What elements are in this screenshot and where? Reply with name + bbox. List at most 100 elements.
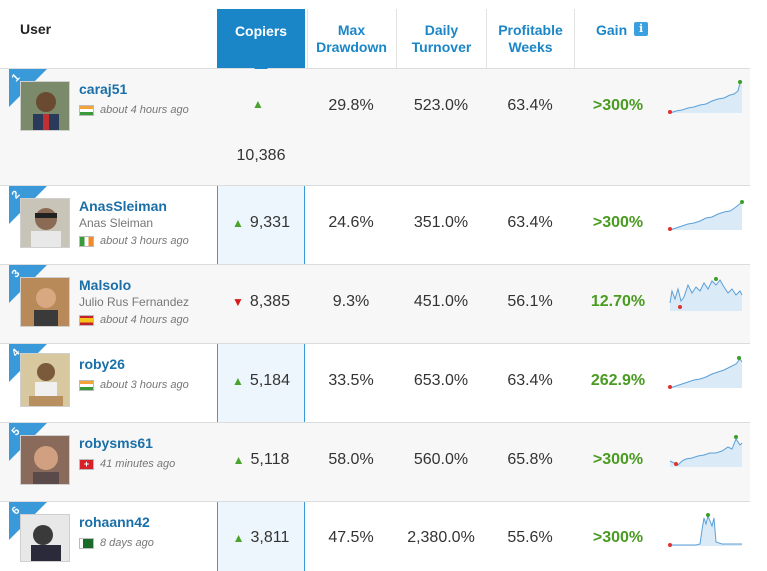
gain-value: >300% (592, 529, 644, 546)
profitable-weeks-value: 63.4% (507, 214, 553, 231)
header-copiers[interactable]: Copiers (217, 9, 305, 75)
max-drawdown-value: 47.5% (328, 529, 374, 546)
last-seen: about 3 hours ago (100, 235, 189, 247)
last-seen: 8 days ago (100, 537, 154, 549)
header-daily-turnover-line1: Daily (424, 21, 459, 38)
real-name: Julio Rus Fernandez (79, 295, 190, 309)
gain-sparkline[interactable] (666, 77, 746, 117)
gain-value: 262.9% (590, 372, 646, 389)
username-link[interactable]: roby26 (79, 356, 125, 372)
table-row[interactable]: 5 robysms61 + 41 minutes ago ▲ 5,118 58.0… (0, 423, 750, 502)
header-daily-turnover[interactable]: Daily Turnover (396, 9, 486, 68)
avatar[interactable] (20, 435, 70, 485)
gain-value: >300% (592, 214, 644, 231)
header-daily-turnover-line2: Turnover (411, 38, 472, 55)
max-drawdown-value: 24.6% (328, 214, 374, 231)
header-profitable-weeks-line2: Weeks (508, 38, 553, 55)
last-seen: 41 minutes ago (100, 458, 176, 470)
avatar[interactable] (20, 514, 70, 562)
profitable-weeks-value: 55.6% (507, 529, 553, 546)
header-gain-label: Gain (596, 22, 628, 38)
header-profitable-weeks-line1: Profitable (498, 21, 563, 38)
username-link[interactable]: caraj51 (79, 81, 128, 97)
gain-sparkline[interactable] (666, 352, 746, 392)
header-max-drawdown-line1: Max (337, 21, 366, 38)
header-max-drawdown-line2: Drawdown (316, 38, 387, 55)
arrow-up-icon: ▲ (232, 374, 244, 388)
header-max-drawdown[interactable]: Max Drawdown (307, 9, 395, 68)
user-meta: about 3 hours ago (79, 235, 189, 247)
user-meta: 8 days ago (79, 537, 154, 549)
table-row[interactable]: 3 Malsolo Julio Rus Fernandez about 4 ho… (0, 265, 750, 344)
copiers-value-cell: ▲ 3,811 (217, 529, 305, 547)
last-seen: about 3 hours ago (100, 379, 189, 391)
daily-turnover-value: 351.0% (413, 214, 469, 231)
gain-sparkline[interactable] (666, 196, 746, 236)
header-user-label: User (20, 21, 52, 37)
header-gain[interactable]: Gain i (574, 9, 750, 68)
last-seen: about 4 hours ago (100, 314, 189, 326)
info-icon[interactable]: i (634, 22, 649, 36)
avatar[interactable] (20, 277, 70, 327)
username-link[interactable]: AnasSleiman (79, 198, 167, 214)
user-meta: + 41 minutes ago (79, 458, 175, 470)
copiers-value: 5,118 (250, 451, 290, 468)
daily-turnover-value: 653.0% (413, 372, 469, 389)
daily-turnover-value: 523.0% (413, 97, 469, 114)
gain-sparkline[interactable] (666, 431, 746, 471)
username-link[interactable]: Malsolo (79, 277, 132, 293)
table-row[interactable]: 2 AnasSleiman Anas Sleiman about 3 hours… (0, 186, 750, 265)
profitable-weeks-value: 56.1% (507, 293, 553, 310)
user-meta: about 4 hours ago (79, 104, 189, 116)
copiers-value-cell: ▲ 5,118 (217, 451, 305, 469)
table-header: User Copiers Max Drawdown Daily Turnover P… (0, 9, 750, 75)
header-profitable-weeks[interactable]: Profitable Weeks (486, 9, 574, 68)
arrow-down-icon: ▼ (232, 295, 244, 309)
copiers-value-cell: ▼ 8,385 (217, 293, 305, 311)
arrow-up-icon: ▲ (232, 453, 245, 467)
max-drawdown-value: 9.3% (332, 293, 370, 310)
avatar[interactable] (20, 81, 70, 131)
avatar[interactable] (20, 198, 70, 248)
arrow-up-icon: ▲ (232, 531, 245, 545)
copiers-value: 9,331 (249, 214, 290, 231)
copiers-value: 10,386 (236, 147, 286, 164)
gain-sparkline[interactable] (666, 273, 746, 313)
gain-value: >300% (592, 97, 644, 114)
gain-sparkline[interactable] (666, 510, 746, 550)
copiers-value: 3,811 (250, 529, 290, 546)
user-meta: about 4 hours ago (79, 314, 189, 326)
gain-value: >300% (592, 451, 644, 468)
max-drawdown-value: 58.0% (328, 451, 374, 468)
daily-turnover-value: 451.0% (413, 293, 469, 310)
arrow-up-icon: ▲ (232, 216, 244, 230)
max-drawdown-value: 33.5% (328, 372, 374, 389)
daily-turnover-value: 560.0% (413, 451, 469, 468)
username-link[interactable]: rohaann42 (79, 514, 150, 530)
table-row[interactable]: 6 rohaann42 8 days ago ▲ 3,811 47.5% 2,38… (0, 502, 750, 571)
profitable-weeks-value: 65.8% (507, 451, 553, 468)
username-link[interactable]: robysms61 (79, 435, 153, 451)
gain-value: 12.70% (590, 293, 646, 310)
copiers-value-cell: ▲ 9,331 (217, 214, 305, 232)
switzerland-flag-icon: + (79, 458, 94, 470)
user-meta: about 3 hours ago (79, 379, 189, 391)
copiers-value-cell: ▲ 5,184 (217, 372, 305, 390)
table-row[interactable]: 4 roby26 about 3 hours ago ▲ 5,184 33.5% … (0, 344, 750, 423)
spain-flag-icon (79, 314, 94, 326)
profitable-weeks-value: 63.4% (507, 97, 553, 114)
header-user[interactable]: User (0, 9, 217, 68)
avatar[interactable] (20, 353, 70, 407)
table-row[interactable]: 1 caraj51 about 4 hours ago ▲ 10,386 29.… (0, 69, 750, 186)
copiers-trend: ▲ (217, 97, 305, 111)
india-flag-icon (79, 104, 94, 116)
arrow-up-icon: ▲ (252, 97, 264, 111)
header-copiers-label: Copiers (234, 23, 288, 39)
pakistan-flag-icon (79, 537, 94, 549)
real-name: Anas Sleiman (79, 216, 154, 230)
profitable-weeks-value: 63.4% (507, 372, 553, 389)
copiers-value: 5,184 (249, 372, 290, 389)
max-drawdown-value: 29.8% (328, 97, 374, 114)
daily-turnover-value: 2,380.0% (407, 529, 475, 546)
